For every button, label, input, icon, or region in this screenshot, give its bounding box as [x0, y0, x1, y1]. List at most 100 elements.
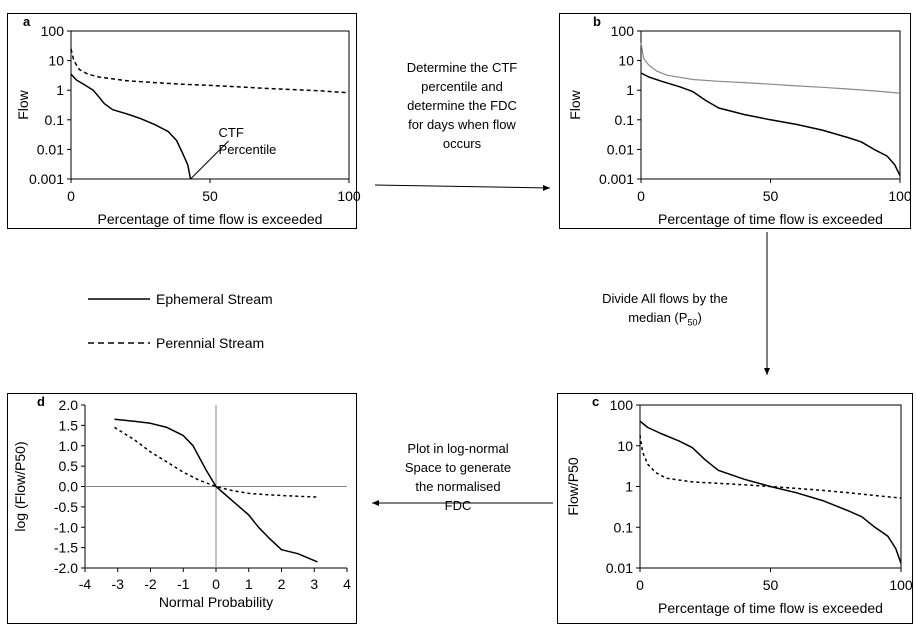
x-tick-label: 100: [888, 188, 912, 204]
y-tick-label: 0.5: [59, 458, 79, 474]
y-tick-label: 0.01: [37, 141, 64, 157]
x-axis-label: Normal Probability: [159, 594, 273, 610]
step-text: median (P: [628, 310, 688, 325]
x-tick-label: 0: [637, 188, 645, 204]
y-tick-label: 1: [56, 82, 64, 98]
perennial-series-line: [640, 42, 901, 94]
y-tick-label: 100: [610, 397, 634, 413]
x-tick-label: -4: [79, 576, 92, 592]
y-tick-label: 10: [48, 53, 64, 69]
y-tick-label: 1: [626, 82, 634, 98]
step-line: Divide All flows by the: [602, 291, 728, 306]
perennial-series-line: [70, 48, 350, 94]
y-tick-label: 0.01: [606, 560, 633, 576]
y-axis-label: Flow: [15, 89, 31, 119]
panel-b: b 100 10 1 0.1 0.01 0.001 0 50 100 Percentage of t…: [559, 13, 912, 229]
ephemeral-series-line: [639, 420, 902, 564]
panel-letter: d: [37, 394, 45, 409]
legend-perennial-label: Perennial Stream: [156, 335, 265, 351]
panel-letter: c: [592, 394, 599, 409]
step-line: for days when flow: [408, 117, 516, 132]
chart-d: d 2.0 1.5 1.0 0.5 0.0 -0.5 -1.0 -1.5 -2.0-4 -3 -2 -1…: [12, 394, 351, 610]
y-tick-label: -0.5: [54, 499, 78, 515]
plot-frame: [640, 30, 901, 180]
legend-dashed-line-icon: [88, 342, 150, 344]
x-tick-label: -1: [177, 576, 190, 592]
y-tick-label: 0.1: [615, 112, 635, 128]
x-tick-label: 3: [310, 576, 318, 592]
step-a-to-b-caption: Determine the CTF percentile and determi…: [372, 58, 552, 153]
x-tick-label: 1: [245, 576, 253, 592]
x-tick-label: 0: [636, 577, 644, 593]
step-line: occurs: [442, 136, 482, 151]
y-tick-label: 0.001: [599, 171, 634, 187]
step-line: Plot in log-normal: [407, 441, 509, 456]
ephemeral-series-line: [114, 418, 318, 563]
perennial-series-line: [114, 426, 318, 498]
y-tick-label: 1.0: [59, 438, 79, 454]
y-tick-label: 2.0: [59, 397, 79, 413]
y-tick-label: -1.5: [54, 540, 78, 556]
annotation-label: CTF: [219, 125, 244, 140]
x-tick-label: 2: [278, 576, 286, 592]
x-tick-label: 50: [763, 577, 779, 593]
step-line: percentile and: [421, 79, 503, 94]
x-tick-label: 0: [212, 576, 220, 592]
step-text: ): [697, 310, 702, 325]
y-tick-label: 10: [617, 438, 633, 454]
panel-d: d 2.0 1.5 1.0 0.5 0.0 -0.5 -1.0 -1.5 -2.0 -4 -3 -2 -1…: [7, 393, 357, 624]
y-tick-label: 100: [611, 23, 635, 39]
x-tick-label: 50: [763, 188, 779, 204]
y-tick-label: 0.01: [607, 141, 634, 157]
y-tick-label: 10: [618, 53, 634, 69]
panel-a: a 100 10 1 0.1 0.01 0.001 0 50 100 Percentage of t…: [7, 13, 361, 229]
x-tick-label: 0: [67, 188, 75, 204]
annotation-pointer: [190, 140, 229, 180]
y-tick-label: 1: [625, 479, 633, 495]
arrow-a-to-b: [374, 184, 551, 191]
step-line: the normalised: [415, 479, 501, 494]
x-axis-label: Percentage of time flow is exceeded: [658, 600, 883, 616]
y-axis-label: log (Flow/P50): [12, 441, 28, 531]
annotation-label: Percentile: [219, 142, 277, 157]
y-tick-label: -1.0: [54, 519, 78, 535]
step-subscript: 50: [687, 317, 698, 328]
step-c-to-d-caption: Plot in log-normal Space to generate the…: [378, 439, 538, 515]
perennial-series-line: [639, 435, 902, 499]
x-tick-label: 4: [343, 576, 351, 592]
step-line: FDC: [444, 498, 472, 513]
chart-c: c 100 10 1 0.1 0.010 50 100 Percentage of time f…: [565, 394, 913, 616]
y-tick-label: 0.1: [45, 112, 65, 128]
x-tick-label: -2: [144, 576, 157, 592]
legend-ephemeral-label: Ephemeral Stream: [156, 291, 273, 307]
step-line: determine the FDC: [407, 98, 517, 113]
x-axis-label: Percentage of time flow is exceeded: [658, 211, 883, 227]
legend-perennial: Perennial Stream: [88, 335, 264, 351]
y-tick-label: 0.001: [29, 171, 64, 187]
y-axis-label: Flow: [567, 89, 583, 119]
legend-solid-line-icon: [88, 298, 150, 300]
step-line: Determine the CTF: [406, 60, 518, 75]
panel-c: c 100 10 1 0.1 0.01 0 50 100 Percentage of time f…: [557, 393, 913, 624]
step-line: median (P50): [575, 308, 755, 333]
y-axis-label: Flow/P50: [565, 457, 581, 516]
step-line: Space to generate: [404, 460, 512, 475]
y-tick-label: 1.5: [59, 417, 79, 433]
ephemeral-series-line: [640, 72, 901, 176]
panel-letter: b: [593, 14, 601, 29]
panel-letter: a: [23, 14, 31, 29]
x-tick-label: -3: [112, 576, 125, 592]
step-b-to-c-caption: Divide All flows by the median (P50): [575, 289, 755, 333]
plot-frame: [70, 30, 350, 180]
legend-ephemeral: Ephemeral Stream: [88, 291, 273, 307]
y-tick-label: 0.0: [59, 479, 79, 495]
x-tick-label: 100: [889, 577, 913, 593]
y-tick-label: 100: [41, 23, 65, 39]
x-tick-label: 50: [202, 188, 218, 204]
x-tick-label: 100: [337, 188, 361, 204]
y-tick-label: 0.1: [614, 519, 634, 535]
y-tick-label: -2.0: [54, 560, 78, 576]
x-axis-label: Percentage of time flow is exceeded: [98, 211, 323, 227]
